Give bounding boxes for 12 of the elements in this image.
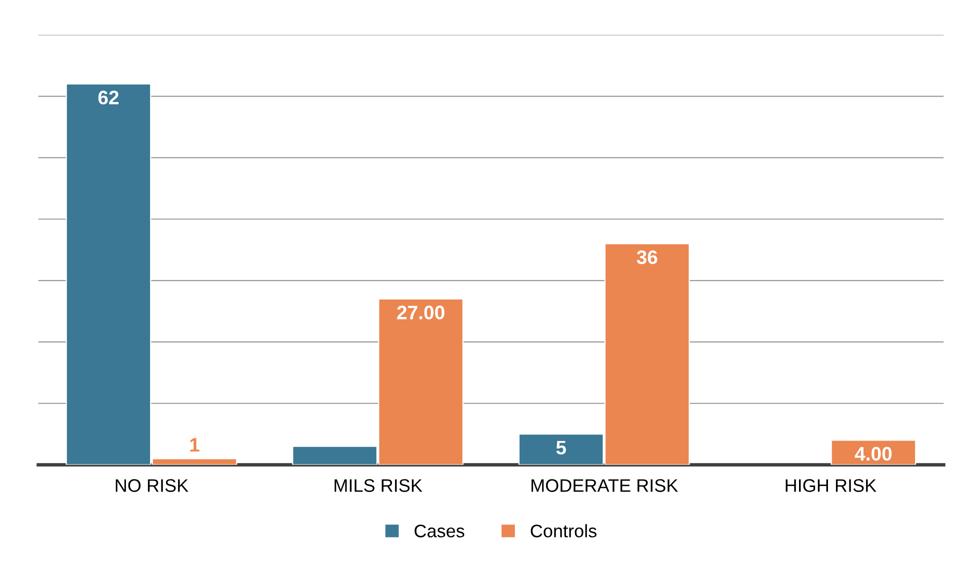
legend-label: Cases — [414, 524, 464, 538]
x-tick-label: MODERATE RISK — [532, 479, 678, 492]
x-tick-label: NO RISK — [116, 479, 188, 492]
data-label: 36 — [636, 250, 658, 264]
data-label: 27.00 — [397, 306, 444, 320]
data-label: 4.00 — [854, 446, 892, 461]
x-tick-label: MILS RISK — [334, 479, 422, 492]
data-label: 1 — [190, 438, 200, 452]
legend-label: Controls — [530, 524, 596, 538]
data-label: 5 — [556, 440, 566, 455]
data-label: 62 — [98, 90, 119, 104]
x-tick-label: HIGH RISK — [786, 479, 876, 492]
